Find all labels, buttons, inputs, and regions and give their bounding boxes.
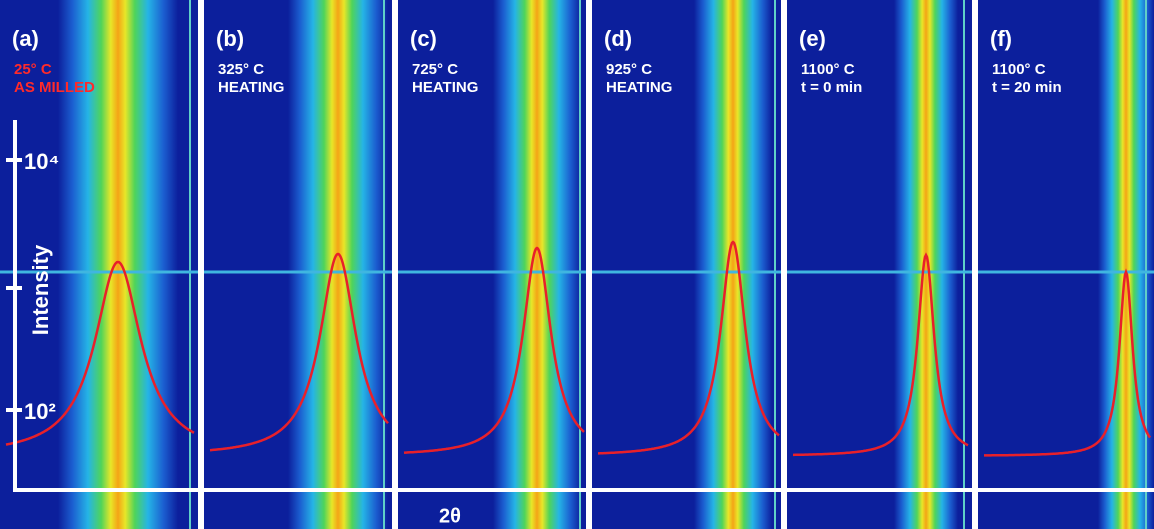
- peak-curve: [5, 260, 195, 446]
- panel-condition: t = 20 min: [992, 79, 1062, 96]
- panel: (e) 1100° Ct = 0 min: [787, 0, 972, 529]
- panel-label: (b): [216, 26, 244, 51]
- peak-curve: [793, 252, 969, 457]
- panel-separator: [198, 0, 204, 529]
- diffraction-stripe: [288, 0, 388, 529]
- peak-curve: [403, 246, 585, 454]
- y-axis-label: Intensity: [28, 244, 53, 335]
- y-tick-label: 10²: [24, 399, 56, 424]
- diffraction-stripe: [1098, 0, 1154, 529]
- panel-separator: [972, 0, 978, 529]
- panel-label: (c): [410, 26, 437, 51]
- panel-separator: [781, 0, 787, 529]
- panel-condition: HEATING: [412, 79, 478, 96]
- axes: 10⁴ 10² Intensity 2θ: [6, 120, 1154, 527]
- diffraction-stripe: [694, 0, 772, 529]
- panel-condition: HEATING: [606, 79, 672, 96]
- panel-label: (f): [990, 26, 1012, 51]
- panel-condition: 1100° C: [992, 61, 1046, 78]
- panel-condition: 925° C: [606, 61, 652, 78]
- panel-condition: HEATING: [218, 79, 284, 96]
- panel: (f) 1100° Ct = 20 min: [978, 0, 1154, 529]
- x-axis-label: 2θ: [439, 505, 461, 527]
- panel-label: (a): [12, 26, 39, 51]
- y-tick-label: 10⁴: [24, 149, 59, 174]
- panel-separator: [392, 0, 398, 529]
- diffraction-stripe: [493, 0, 581, 529]
- panel-label: (d): [604, 26, 632, 51]
- panel-label: (e): [799, 26, 826, 51]
- panel-condition: 1100° C: [801, 61, 855, 78]
- diffraction-stripe: [894, 0, 958, 529]
- panel-condition: 25° C: [14, 61, 52, 78]
- panel-condition: AS MILLED: [14, 79, 95, 96]
- peak-curve: [598, 240, 780, 455]
- panel-condition: t = 0 min: [801, 79, 862, 96]
- peak-curve: [984, 268, 1152, 457]
- panel-condition: 325° C: [218, 61, 264, 78]
- peak-curve: [209, 252, 389, 452]
- panel: (a) 25° CAS MILLED: [0, 0, 198, 529]
- diffraction-stripe: [58, 0, 178, 529]
- panel-condition: 725° C: [412, 61, 458, 78]
- panel-separator: [586, 0, 592, 529]
